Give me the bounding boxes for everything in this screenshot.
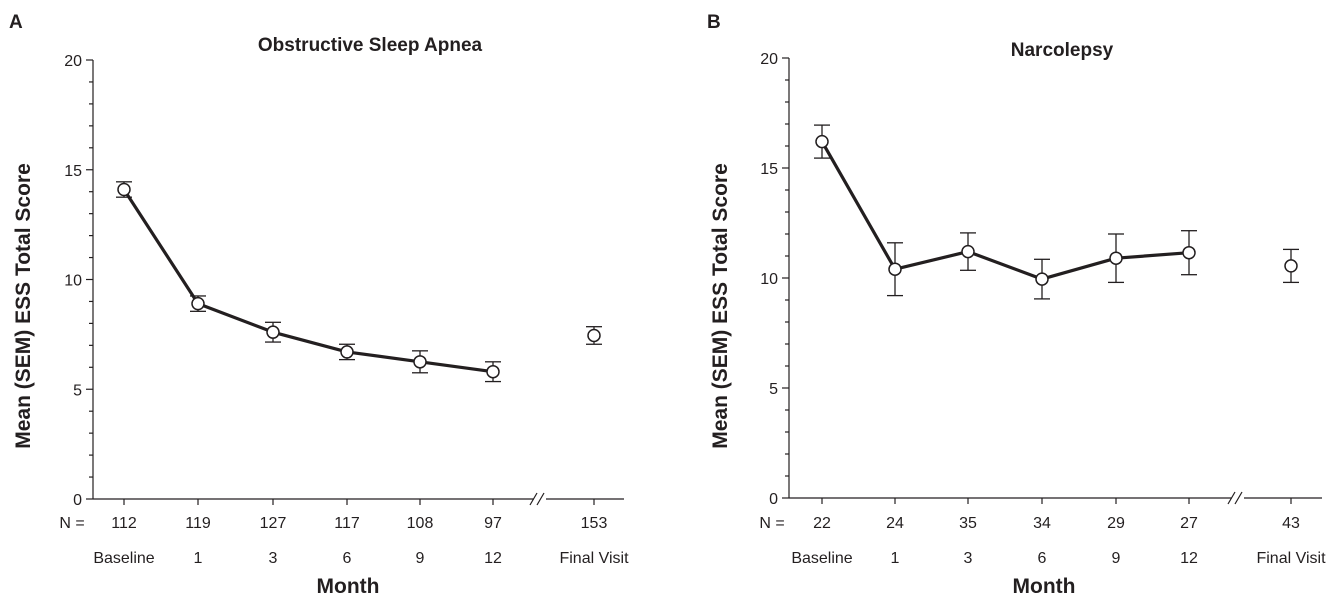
panel-b-x-tick-label: 6 <box>1038 550 1047 567</box>
panel-a-x-tick-label: 1 <box>194 550 203 567</box>
panel-b-axes <box>788 58 1322 505</box>
panel-a-y-tick-label: 15 <box>64 163 82 180</box>
panel-b-x-tick-label: 1 <box>891 550 900 567</box>
panel-b-x-tick-label: 12 <box>1180 550 1198 567</box>
panel-b-marks <box>814 124 1299 300</box>
panel-a-axis-break-mark <box>536 492 545 506</box>
panel-a-axes <box>92 60 624 506</box>
panel-a-title: Obstructive Sleep Apnea <box>258 35 483 56</box>
panel-a-n-value: 117 <box>334 515 360 532</box>
panel-b-x-tick-label: Baseline <box>791 550 852 567</box>
panel-b-axis-break-mark <box>1227 491 1236 505</box>
panel-a-n-value: 119 <box>185 515 211 532</box>
panel-a-data-point <box>413 355 427 369</box>
panel-a-n-value: 108 <box>407 515 434 532</box>
panel-b-labels: 22 Baseline 24 1 35 3 34 6 29 9 27 12 43 Final Visit <box>791 515 1326 567</box>
panel-b-n-value: 34 <box>1033 515 1051 532</box>
panel-a-axis-break-mark <box>529 492 538 506</box>
panel-b-data-point <box>961 244 975 259</box>
panel-b-ticks: 0 5 10 15 20 <box>760 51 1292 508</box>
panel-a-marks <box>116 181 602 383</box>
panel-a-chart: A Obstructive Sleep Apnea Mean (SEM) ESS… <box>9 12 629 598</box>
panel-a-n-value: 127 <box>260 515 287 532</box>
panel-b-y-tick-label: 5 <box>769 381 778 398</box>
panel-b-data-point <box>888 262 902 276</box>
panel-b-data-point <box>1109 251 1123 265</box>
panel-b-y-tick-label: 10 <box>760 271 778 288</box>
panel-b-data-point <box>815 134 829 149</box>
panel-b-y-tick-label: 15 <box>760 161 778 178</box>
panel-b-n-value: 43 <box>1282 515 1300 532</box>
panel-b-n-value: 29 <box>1107 515 1125 532</box>
panel-b-data-point <box>1035 272 1049 286</box>
panel-b-letter: B <box>707 12 721 33</box>
panel-a-n-value: 97 <box>484 515 502 532</box>
panel-b-y-tick-label: 0 <box>769 491 778 508</box>
panel-a-y-tick-label: 20 <box>64 53 82 70</box>
panel-a-x-tick-label: Baseline <box>93 550 154 567</box>
panel-a-x-tick-label: Final Visit <box>559 550 629 567</box>
panel-b-data-point <box>1182 245 1196 260</box>
panel-a-x-tick-label: 6 <box>343 550 352 567</box>
panel-b-data-point <box>1284 259 1298 273</box>
panel-b-series-line <box>820 140 1190 281</box>
panel-b-n-value: 27 <box>1180 515 1198 532</box>
panel-b-n-value: 35 <box>959 515 977 532</box>
panel-a-n-value: 112 <box>111 515 137 532</box>
panel-b-title: Narcolepsy <box>1011 40 1114 61</box>
panel-a-n-value: 153 <box>581 515 608 532</box>
panel-a-n-prefix: N = <box>59 515 84 532</box>
panel-b-x-tick-label: 3 <box>964 550 973 567</box>
panel-a-letter: A <box>9 12 23 33</box>
panel-b-n-prefix: N = <box>759 515 784 532</box>
panel-a-x-tick-label: 3 <box>269 550 278 567</box>
panel-b-x-axis-label: Month <box>1013 575 1076 598</box>
panel-a-y-tick-label: 5 <box>73 382 82 399</box>
panel-a-y-tick-label: 10 <box>64 273 82 290</box>
panel-b-y-tick-label: 20 <box>760 51 778 68</box>
panel-a-x-tick-label: 9 <box>416 550 425 567</box>
panel-a-x-axis-label: Month <box>317 575 380 598</box>
panel-b-chart: B Narcolepsy Mean (SEM) ESS Total Score … <box>707 12 1326 598</box>
panel-a-y-tick-label: 0 <box>73 492 82 509</box>
panel-a-data-point <box>486 364 500 379</box>
panel-b-n-value: 22 <box>813 515 831 532</box>
panel-a-y-axis-label: Mean (SEM) ESS Total Score <box>12 163 35 449</box>
panel-b-n-value: 24 <box>886 515 904 532</box>
panel-a-data-point <box>340 345 354 359</box>
panel-a-data-point <box>191 296 205 311</box>
panel-a-x-tick-label: 12 <box>484 550 502 567</box>
panel-a-data-point <box>117 182 131 197</box>
panel-b-x-tick-label: Final Visit <box>1256 550 1326 567</box>
panel-b-y-axis-label: Mean (SEM) ESS Total Score <box>709 163 732 449</box>
panel-a-series-line <box>122 188 494 374</box>
panel-b-x-tick-label: 9 <box>1112 550 1121 567</box>
panel-a-ticks: 0 5 10 15 20 <box>64 53 595 509</box>
panel-a-data-point <box>266 325 280 339</box>
panel-a-labels: 112 Baseline 119 1 127 3 117 6 108 9 97 12 153 Final … <box>93 515 629 567</box>
panel-b-axis-break-mark <box>1234 491 1243 505</box>
panel-a-data-point <box>587 328 601 343</box>
